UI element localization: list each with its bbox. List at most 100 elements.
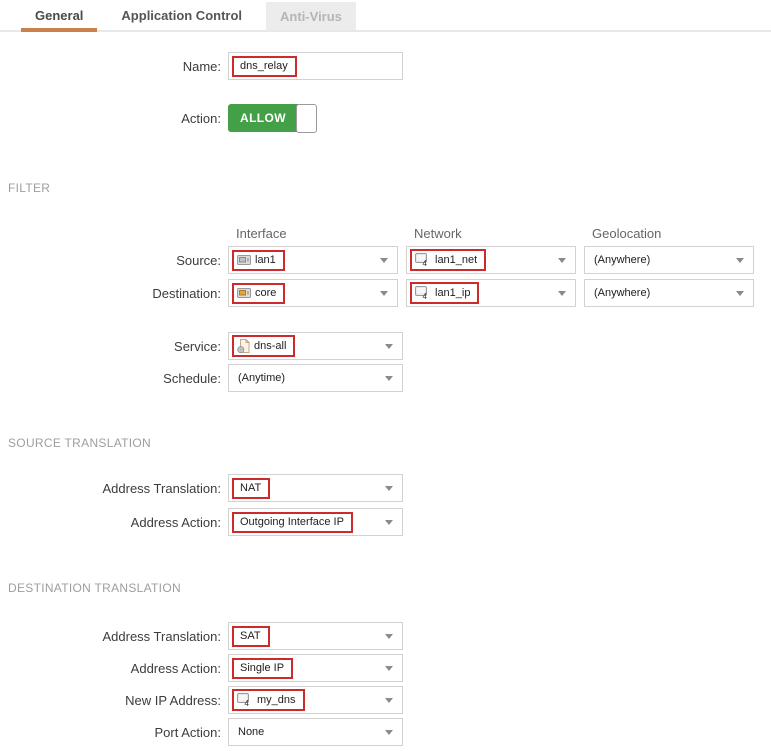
- port-action-label: Port Action:: [154, 724, 221, 740]
- caret-down-icon: [385, 730, 393, 735]
- port-action-row: Port Action: None: [0, 718, 771, 746]
- source-address-translation-dropdown[interactable]: NAT: [228, 474, 403, 502]
- name-row: Name: dns_relay: [0, 52, 771, 80]
- annotation-box: 4 lan1_net: [410, 249, 487, 271]
- destination-address-action-row: Address Action: Single IP: [0, 654, 771, 682]
- source-label: Source:: [176, 252, 221, 268]
- destination-interface-value: core: [255, 287, 277, 299]
- source-address-translation-row: Address Translation: NAT: [0, 474, 771, 502]
- annotation-box: dns_relay: [232, 55, 297, 77]
- source-geolocation-value: (Anywhere): [594, 254, 651, 266]
- schedule-row: Schedule: (Anytime): [0, 364, 771, 392]
- destination-translation-heading: DESTINATION TRANSLATION: [8, 581, 181, 595]
- service-icon: [237, 339, 250, 353]
- ipv4-address-icon: 4: [237, 693, 253, 707]
- source-address-translation-value: NAT: [240, 482, 262, 494]
- source-address-action-row: Address Action: Outgoing Interface IP: [0, 508, 771, 536]
- name-value: dns_relay: [240, 60, 288, 72]
- filter-column-headers: Interface Network Geolocation: [0, 226, 771, 241]
- svg-text:4: 4: [423, 292, 428, 300]
- service-label: Service:: [174, 338, 221, 354]
- source-row: Source: lan1: [0, 246, 771, 274]
- ipv4-address-icon: 4: [415, 286, 431, 300]
- source-interface-value: lan1: [255, 254, 276, 266]
- caret-down-icon: [385, 634, 393, 639]
- network-interface-icon: [237, 254, 251, 266]
- destination-label: Destination:: [152, 285, 221, 301]
- source-translation-heading: SOURCE TRANSLATION: [8, 436, 151, 450]
- destination-address-action-dropdown[interactable]: Single IP: [228, 654, 403, 682]
- new-ip-address-row: New IP Address: 4 my_dns: [0, 686, 771, 714]
- destination-geolocation-dropdown[interactable]: (Anywhere): [584, 279, 754, 307]
- destination-address-translation-dropdown[interactable]: SAT: [228, 622, 403, 650]
- caret-down-icon: [385, 344, 393, 349]
- schedule-value: (Anytime): [238, 372, 286, 384]
- name-input[interactable]: dns_relay: [228, 52, 403, 80]
- annotation-box: SAT: [232, 625, 270, 647]
- schedule-label: Schedule:: [163, 370, 221, 386]
- svg-text:4: 4: [245, 699, 250, 707]
- new-ip-address-value: my_dns: [257, 694, 296, 706]
- source-network-dropdown[interactable]: 4 lan1_net: [406, 246, 576, 274]
- source-geolocation-dropdown[interactable]: (Anywhere): [584, 246, 754, 274]
- source-interface-dropdown[interactable]: lan1: [228, 246, 398, 274]
- action-label: Action:: [181, 110, 221, 126]
- tab-anti-virus[interactable]: Anti-Virus: [266, 2, 356, 30]
- caret-down-icon: [558, 291, 566, 296]
- annotation-box: lan1: [232, 249, 285, 271]
- annotation-box: core: [232, 282, 286, 304]
- filter-heading: FILTER: [8, 181, 51, 195]
- address-action-label: Address Action:: [130, 660, 221, 676]
- tab-application-control[interactable]: Application Control: [121, 7, 243, 23]
- tab-bar: General Application Control Anti-Virus: [0, 0, 771, 32]
- destination-row: Destination: core: [0, 279, 771, 307]
- caret-down-icon: [385, 666, 393, 671]
- service-value: dns-all: [254, 340, 287, 352]
- action-row: Action: ALLOW: [0, 103, 771, 133]
- destination-address-translation-row: Address Translation: SAT: [0, 622, 771, 650]
- annotation-box: NAT: [232, 477, 271, 499]
- source-address-action-value: Outgoing Interface IP: [240, 516, 344, 528]
- destination-interface-dropdown[interactable]: core: [228, 279, 398, 307]
- caret-down-icon: [385, 486, 393, 491]
- column-header-interface: Interface: [236, 226, 287, 241]
- network-interface-icon: [237, 287, 251, 299]
- address-translation-label: Address Translation:: [102, 480, 221, 496]
- address-action-label: Address Action:: [130, 514, 221, 530]
- action-toggle[interactable]: ALLOW: [228, 103, 317, 133]
- svg-text:4: 4: [423, 259, 428, 267]
- annotation-box: Single IP: [232, 657, 294, 679]
- annotation-box: Outgoing Interface IP: [232, 511, 353, 533]
- name-label: Name:: [182, 58, 221, 74]
- new-ip-address-dropdown[interactable]: 4 my_dns: [228, 686, 403, 714]
- source-network-value: lan1_net: [435, 254, 478, 266]
- toggle-knob[interactable]: [296, 103, 317, 133]
- annotation-box: 4 lan1_ip: [410, 282, 480, 304]
- service-dropdown[interactable]: dns-all: [228, 332, 403, 360]
- column-header-network: Network: [414, 226, 462, 241]
- destination-network-value: lan1_ip: [435, 287, 471, 299]
- port-action-value: None: [238, 726, 265, 738]
- destination-address-translation-value: SAT: [240, 630, 261, 642]
- destination-address-action-value: Single IP: [240, 662, 285, 674]
- caret-down-icon: [736, 291, 744, 296]
- caret-down-icon: [385, 376, 393, 381]
- service-row: Service: dns-all: [0, 332, 771, 360]
- caret-down-icon: [558, 258, 566, 263]
- destination-network-dropdown[interactable]: 4 lan1_ip: [406, 279, 576, 307]
- annotation-box: dns-all: [232, 335, 296, 357]
- address-translation-label: Address Translation:: [102, 628, 221, 644]
- port-action-dropdown[interactable]: None: [228, 718, 403, 746]
- caret-down-icon: [736, 258, 744, 263]
- action-toggle-value: ALLOW: [228, 104, 298, 132]
- ipv4-address-icon: 4: [415, 253, 431, 267]
- caret-down-icon: [385, 520, 393, 525]
- caret-down-icon: [380, 291, 388, 296]
- schedule-dropdown[interactable]: (Anytime): [228, 364, 403, 392]
- column-header-geolocation: Geolocation: [592, 226, 662, 241]
- new-ip-address-label: New IP Address:: [125, 692, 221, 708]
- tab-general[interactable]: General: [21, 0, 98, 32]
- source-address-action-dropdown[interactable]: Outgoing Interface IP: [228, 508, 403, 536]
- caret-down-icon: [380, 258, 388, 263]
- annotation-box: 4 my_dns: [232, 689, 305, 711]
